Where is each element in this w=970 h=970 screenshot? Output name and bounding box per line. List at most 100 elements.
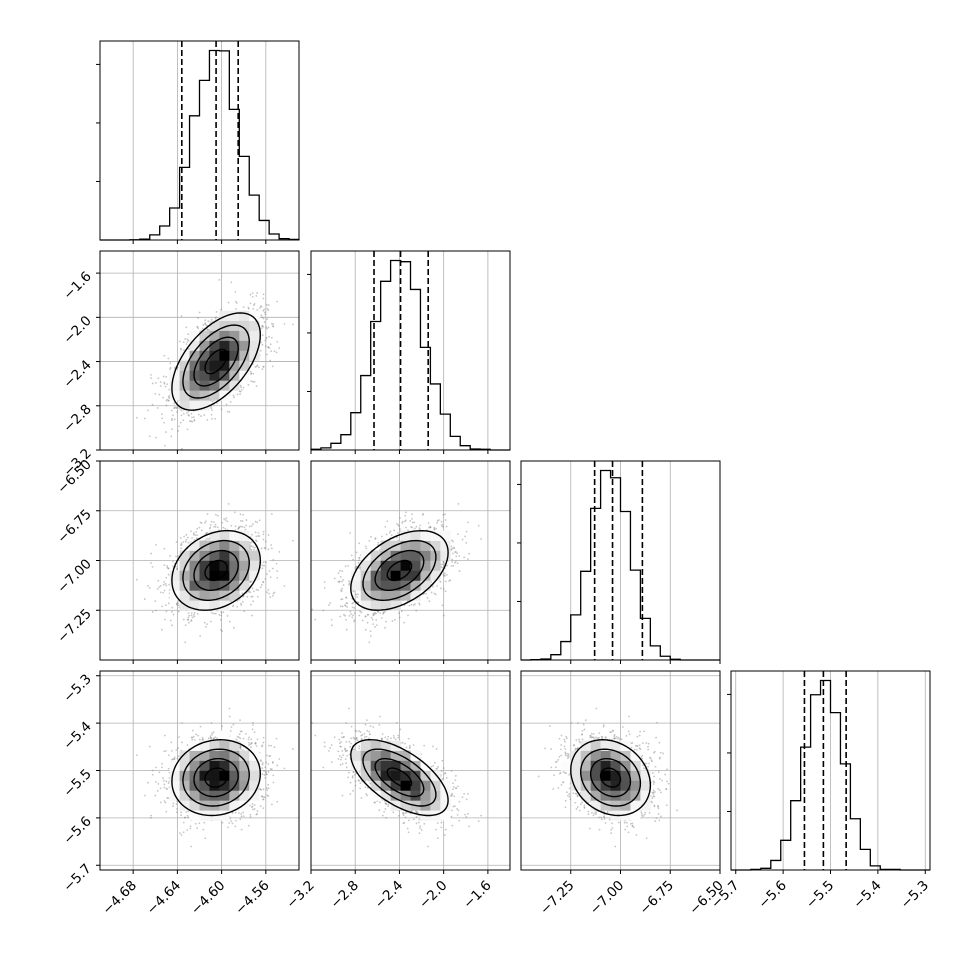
scatter-point [412,604,415,607]
scatter-point [625,734,628,737]
scatter-point [418,527,421,530]
scatter-point [155,382,157,384]
scatter-point [260,745,263,748]
density-cell [350,580,362,591]
scatter-point [239,719,241,722]
scatter-point [150,814,153,817]
density-cell [410,770,421,781]
scatter-point [239,818,242,821]
scatter-point [252,307,255,310]
density-cell [209,340,220,351]
scatter-point [211,400,214,403]
density-cell [209,790,220,801]
scatter-point [272,558,275,561]
scatter-point [265,303,268,306]
scatter-point [267,309,270,311]
scatter-point [278,551,281,553]
scatter-point [187,612,190,614]
scatter-point [255,539,257,542]
scatter-point [256,521,259,524]
scatter-point [359,782,362,785]
scatter-point [568,793,571,795]
density-cell [380,570,391,581]
scatter-point [259,788,262,791]
scatter-point [339,576,342,578]
scatter-point [372,623,375,626]
density-cell [249,780,260,791]
scatter-point [194,534,196,537]
density-cell [430,540,441,551]
density-cell [400,550,411,561]
scatter-point [191,416,193,419]
scatter-point [346,749,349,752]
scatter-point [247,738,250,741]
scatter-point [582,723,585,726]
x-tick-label: −1.6 [460,878,494,912]
scatter-point [167,567,170,570]
histogram-step [310,259,510,451]
scatter-point [163,354,166,357]
scatter-point [451,824,454,827]
scatter-point [267,588,270,591]
scatter-point [163,421,166,424]
scatter-point [366,794,369,797]
scatter-point [258,535,261,537]
scatter-point [397,736,400,739]
scatter-point [451,539,453,542]
density-cell [390,780,401,791]
density-cell [580,790,591,801]
density-cell [390,560,401,571]
scatter-point [461,538,464,541]
scatter-point [173,758,176,760]
scatter-point [654,765,657,768]
scatter-point [655,736,657,739]
x-tick-label: −2.4 [372,878,406,912]
density-cell [360,760,371,771]
contour-line [204,348,228,375]
scatter-point [461,796,464,799]
scatter-point [185,533,188,536]
scatter-point [228,715,231,718]
scatter-point [415,816,418,818]
scatter-point [239,746,242,748]
scatter-point [611,729,614,732]
scatter-point [263,769,265,772]
scatter-point [224,527,227,530]
scatter-point [234,825,237,828]
scatter-point [205,532,208,535]
scatter-point [254,741,257,744]
scatter-point [657,804,659,807]
scatter-point [455,555,458,558]
scatter-point [179,421,182,424]
scatter-point [196,527,199,530]
density-cell [350,750,362,761]
density-cell [169,770,180,781]
scatter-point [553,774,555,777]
scatter-point [183,535,185,538]
scatter-point [442,561,445,563]
scatter-point [563,745,566,748]
scatter-point [234,525,237,528]
scatter-point [581,729,584,732]
scatter-point [170,741,173,744]
scatter-point [443,772,446,775]
scatter-point [328,749,330,752]
scatter-point [160,628,163,631]
density-cell [199,780,210,791]
density-cell [179,750,190,761]
scatter-point [658,819,661,822]
density-cell [239,330,250,341]
density-cell [400,780,411,791]
density-cell [189,580,200,591]
scatter-point [269,754,272,757]
scatter-point [344,605,347,607]
scatter-point [330,761,333,764]
scatter-point [184,540,187,543]
scatter-point [368,730,371,733]
scatter-point [276,576,279,579]
scatter-point [649,757,652,760]
scatter-point [159,591,162,594]
scatter-point [193,416,195,418]
scatter-point [241,592,244,595]
contour-line [193,758,239,798]
